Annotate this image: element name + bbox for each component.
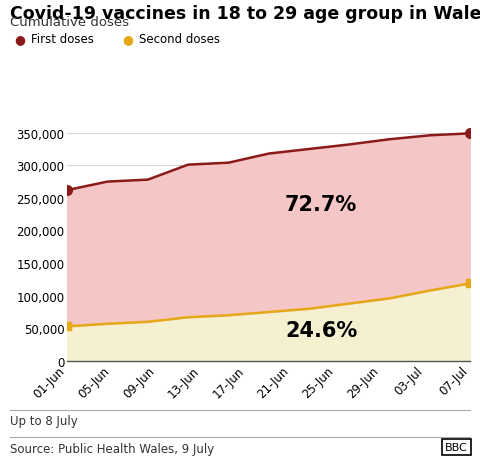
Text: 72.7%: 72.7% bbox=[285, 194, 357, 215]
Text: BBC: BBC bbox=[445, 442, 468, 452]
Text: Up to 8 July: Up to 8 July bbox=[10, 414, 77, 427]
Text: First doses: First doses bbox=[31, 33, 94, 46]
Text: 24.6%: 24.6% bbox=[285, 320, 357, 340]
Text: Second doses: Second doses bbox=[139, 33, 220, 46]
Text: Covid-19 vaccines in 18 to 29 age group in Wales: Covid-19 vaccines in 18 to 29 age group … bbox=[10, 5, 480, 23]
Text: Cumulative doses: Cumulative doses bbox=[10, 16, 129, 29]
Text: ●: ● bbox=[122, 33, 133, 46]
Text: Source: Public Health Wales, 9 July: Source: Public Health Wales, 9 July bbox=[10, 442, 214, 455]
Text: ●: ● bbox=[14, 33, 25, 46]
